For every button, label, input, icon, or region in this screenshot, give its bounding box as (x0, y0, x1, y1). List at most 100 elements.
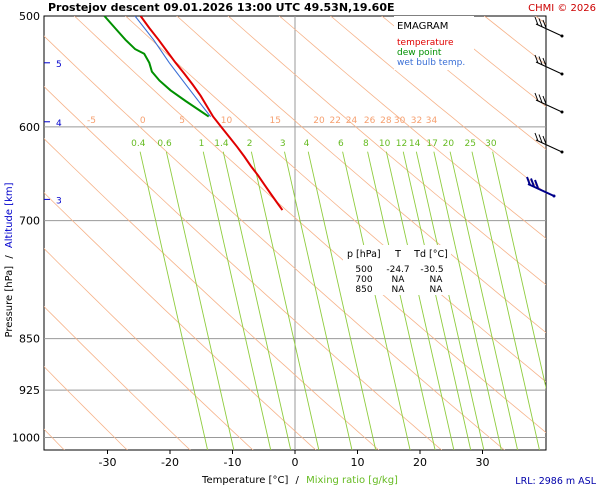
dry-adiabat-label: 0 (140, 116, 146, 126)
mixing-ratio-line (307, 151, 377, 450)
dry-adiabat-label: 24 (346, 116, 358, 126)
table-cell: NA (392, 275, 406, 285)
lrl-label: LRL: 2986 m ASL (515, 476, 596, 487)
x-axis-label-temp: Temperature [°C] (201, 475, 288, 486)
wind-barb (534, 54, 564, 76)
mixing-ratio-line (449, 151, 519, 450)
value-table: p [hPa] T Td [°C] 500 -24.7 -30.5 700 NA… (343, 245, 451, 295)
wind-barb-feather (538, 18, 543, 27)
dry-adiabat-label: -5 (87, 116, 96, 126)
legend-box (394, 16, 474, 70)
mixing-ratio-line (284, 151, 353, 450)
wind-barb-feather (534, 132, 539, 142)
wind-barb-feather (542, 57, 547, 67)
x-axis-label: Temperature [°C] / Mixing ratio [g/kg] (201, 475, 398, 486)
value-table-bg (343, 245, 451, 295)
legend-title: EMAGRAM (397, 21, 448, 32)
temperature-tick-label: 10 (351, 456, 365, 469)
pressure-tick-label: 1000 (12, 432, 40, 445)
wind-barbs (526, 16, 564, 198)
dry-adiabat-label: 22 (330, 116, 341, 126)
pressure-tick-label: 925 (19, 384, 40, 397)
table-header-t: T (394, 249, 401, 260)
wind-barb (534, 92, 564, 114)
dry-adiabat-line (381, 16, 546, 150)
mixing-ratio-line (471, 151, 540, 450)
dry-adiabat-line (44, 305, 191, 450)
mixing-ratio-line (202, 151, 272, 450)
table-cell: NA (430, 285, 444, 295)
dry-adiabat-label: 15 (270, 116, 281, 126)
temperature-tick-label: 0 (292, 456, 299, 469)
mixing-ratio-label: 30 (485, 139, 497, 149)
pressure-tick-label: 500 (19, 10, 40, 23)
dry-adiabat-line (278, 16, 546, 239)
wind-barb-staff (527, 183, 555, 197)
table-header-p: p [hPa] (347, 249, 381, 260)
wind-barb-feather (542, 95, 547, 105)
wind-barb-dot (560, 34, 564, 38)
mixing-ratio-label: 4 (304, 139, 310, 149)
dry-adiabat-line (571, 4, 600, 456)
temperature-tick-label: -20 (161, 456, 179, 469)
pressure-tick-label: 850 (19, 333, 40, 346)
dry-adiabat-line (44, 192, 317, 450)
y-axis-label-altitude: Altitude [km] (4, 182, 15, 248)
temperature-tick-label: -30 (99, 456, 117, 469)
y-axis-label-sep: / (4, 255, 15, 259)
temperature-tick-label: -10 (224, 456, 242, 469)
wind-barb-staff (535, 99, 563, 113)
wind-barb-staff (535, 139, 563, 153)
table-cell: -30.5 (420, 265, 443, 275)
wind-barb-staff (535, 61, 563, 75)
mixing-ratio-line (433, 151, 502, 450)
mixing-ratio-line (385, 151, 455, 450)
mixing-ratio-label: 10 (379, 139, 391, 149)
mixing-ratio-line (250, 151, 320, 450)
wind-barb-dot (560, 72, 564, 76)
mixing-ratio-label: 0.6 (157, 139, 172, 149)
legend-wet-bulb: wet bulb temp. (397, 58, 465, 68)
wind-barb-staff (535, 23, 563, 37)
mixing-ratio-line (415, 151, 485, 450)
dry-adiabat-label: 10 (221, 116, 233, 126)
mixing-ratio-layer: 0.4 0.6 1 1.4 2 3 4 6 8 10 12 14 17 20 25 30 (131, 139, 546, 450)
dry-adiabat-label: 32 (411, 116, 422, 126)
dry-adiabat-line (227, 16, 546, 286)
wind-barb-dot (552, 194, 556, 198)
wet-bulb-profile (134, 16, 212, 117)
dry-adiabat-label: 28 (380, 116, 392, 126)
mixing-ratio-label: 6 (338, 139, 344, 149)
wind-barb-feather (534, 179, 539, 189)
mixing-ratio-label: 20 (443, 139, 455, 149)
mixing-ratio-label: 14 (409, 139, 421, 149)
dry-adiabat-label: 30 (394, 116, 406, 126)
dry-adiabat-line (330, 16, 546, 194)
mixing-ratio-label: 2 (247, 139, 253, 149)
altitude-tick-label: 5 (56, 60, 62, 70)
table-cell: 700 (355, 275, 372, 285)
mixing-ratio-line (402, 151, 472, 450)
dry-adiabat-label: 20 (313, 116, 325, 126)
legend-dew-point: dew point (397, 48, 442, 58)
credit-label: CHMI © 2026 (528, 3, 596, 14)
dry-adiabat-label: 26 (364, 116, 376, 126)
wind-barb-feather (538, 56, 543, 65)
mixing-ratio-line (165, 151, 235, 450)
mixing-ratio-line (222, 151, 292, 450)
table-cell: -24.7 (386, 265, 409, 275)
wind-barb-feather (542, 135, 547, 145)
mixing-ratio-line (492, 151, 546, 390)
mixing-ratio-label: 1 (199, 139, 205, 149)
chart-title: Prostejov descent 09.01.2026 13:00 UTC 4… (48, 1, 395, 14)
wind-barb (526, 176, 556, 198)
dry-adiabat-line (176, 16, 546, 334)
temperature-tick-label: 20 (413, 456, 427, 469)
wind-barb-feather (534, 92, 539, 102)
mixing-ratio-label: 0.4 (131, 139, 146, 149)
table-cell: 500 (355, 265, 372, 275)
wind-barb (534, 16, 564, 38)
